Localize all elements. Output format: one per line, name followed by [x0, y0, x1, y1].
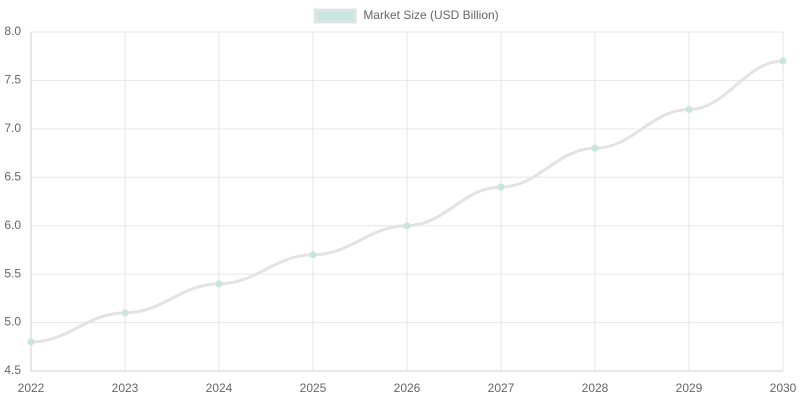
x-tick-label: 2023 [112, 381, 139, 395]
y-tick-label: 8.0 [4, 24, 21, 38]
y-tick-label: 7.0 [4, 121, 21, 135]
x-tick-label: 2022 [18, 381, 45, 395]
x-tick-label: 2025 [300, 381, 327, 395]
x-tick-label: 2029 [676, 381, 703, 395]
x-tick-label: 2027 [488, 381, 515, 395]
data-point [497, 183, 505, 191]
data-point [685, 105, 693, 113]
data-point [121, 309, 129, 317]
y-tick-label: 5.0 [4, 315, 21, 329]
legend-label[interactable]: Market Size (USD Billion) [363, 8, 498, 22]
legend-swatch[interactable] [313, 8, 357, 24]
y-tick-label: 6.0 [4, 218, 21, 232]
x-tick-label: 2028 [582, 381, 609, 395]
x-tick-label: 2024 [206, 381, 233, 395]
data-point [215, 280, 223, 288]
y-tick-label: 4.5 [4, 363, 21, 377]
y-tick-label: 7.5 [4, 73, 21, 87]
y-tick-label: 6.5 [4, 169, 21, 183]
x-tick-label: 2026 [394, 381, 421, 395]
data-point [779, 57, 787, 65]
data-point [27, 338, 35, 346]
data-point [309, 251, 317, 259]
data-point [591, 144, 599, 152]
x-tick-label: 2030 [770, 381, 797, 395]
data-point [403, 222, 411, 230]
y-tick-label: 5.5 [4, 266, 21, 280]
